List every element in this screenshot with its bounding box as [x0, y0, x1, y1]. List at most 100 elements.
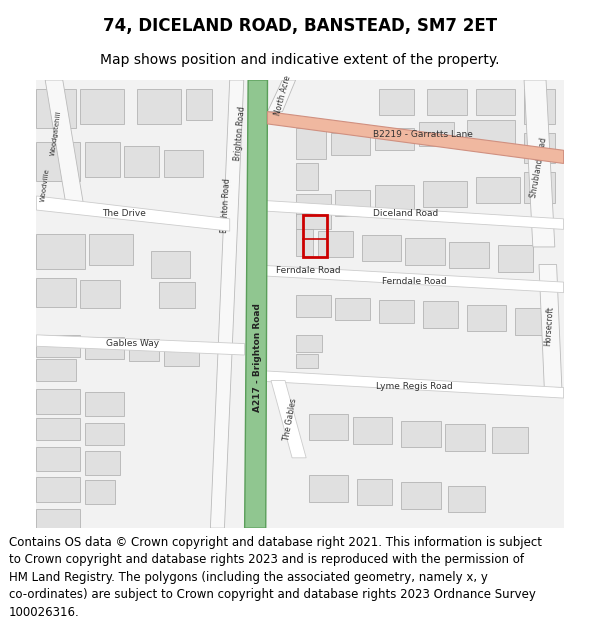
Polygon shape: [524, 89, 555, 124]
Polygon shape: [448, 486, 485, 512]
Polygon shape: [271, 381, 306, 458]
Polygon shape: [45, 80, 85, 212]
Polygon shape: [445, 424, 485, 451]
Polygon shape: [37, 278, 76, 307]
Text: Ferndale Road: Ferndale Road: [382, 277, 446, 286]
Polygon shape: [245, 80, 268, 528]
Polygon shape: [362, 234, 401, 261]
Text: Map shows position and indicative extent of the property.: Map shows position and indicative extent…: [100, 53, 500, 67]
Polygon shape: [37, 196, 230, 231]
Text: Woodville: Woodville: [40, 168, 50, 202]
Text: Contains OS data © Crown copyright and database right 2021. This information is : Contains OS data © Crown copyright and d…: [9, 536, 542, 619]
Polygon shape: [335, 190, 370, 216]
Polygon shape: [467, 305, 506, 331]
Text: North Acre: North Acre: [274, 75, 293, 117]
Polygon shape: [524, 80, 555, 247]
Polygon shape: [296, 295, 331, 318]
Polygon shape: [296, 128, 326, 159]
Polygon shape: [467, 119, 515, 146]
Polygon shape: [248, 199, 563, 229]
Polygon shape: [137, 89, 181, 124]
Polygon shape: [37, 335, 245, 355]
Text: 74, DICELAND ROAD, BANSTEAD, SM7 2ET: 74, DICELAND ROAD, BANSTEAD, SM7 2ET: [103, 17, 497, 34]
Polygon shape: [427, 89, 467, 115]
Polygon shape: [449, 242, 489, 268]
Text: Brighton Road: Brighton Road: [233, 106, 247, 161]
Polygon shape: [211, 80, 244, 528]
Text: Diceland Road: Diceland Road: [373, 209, 438, 218]
Text: Horsecroft: Horsecroft: [544, 306, 556, 346]
Text: B2219 - Garratts Lane: B2219 - Garratts Lane: [373, 130, 473, 139]
Polygon shape: [317, 231, 353, 258]
Text: The Drive: The Drive: [103, 209, 146, 218]
Text: Brighton Road: Brighton Road: [220, 178, 232, 233]
Polygon shape: [80, 281, 120, 309]
Polygon shape: [37, 359, 76, 381]
Polygon shape: [401, 482, 440, 509]
Polygon shape: [309, 414, 349, 440]
Polygon shape: [89, 234, 133, 264]
Polygon shape: [296, 335, 322, 352]
Polygon shape: [524, 132, 555, 164]
Polygon shape: [164, 150, 203, 177]
Polygon shape: [85, 392, 124, 416]
Polygon shape: [37, 477, 80, 502]
Polygon shape: [423, 181, 467, 208]
Polygon shape: [268, 80, 296, 112]
Polygon shape: [353, 418, 392, 444]
Polygon shape: [37, 335, 80, 357]
Polygon shape: [331, 132, 370, 154]
Text: A217 - Brighton Road: A217 - Brighton Road: [253, 303, 262, 412]
Polygon shape: [539, 264, 562, 388]
Polygon shape: [164, 344, 199, 366]
Polygon shape: [124, 146, 160, 177]
Text: Woodgatehill: Woodgatehill: [50, 110, 62, 156]
Polygon shape: [85, 422, 124, 444]
Polygon shape: [80, 89, 124, 124]
Polygon shape: [406, 238, 445, 264]
Polygon shape: [401, 421, 440, 447]
Bar: [302, 216, 327, 258]
Polygon shape: [515, 309, 555, 335]
Polygon shape: [37, 234, 85, 269]
Polygon shape: [37, 141, 80, 181]
Polygon shape: [296, 194, 331, 216]
Polygon shape: [374, 186, 414, 212]
Polygon shape: [186, 89, 212, 119]
Polygon shape: [160, 282, 194, 309]
Polygon shape: [37, 509, 80, 528]
Polygon shape: [309, 476, 349, 502]
Polygon shape: [248, 370, 563, 398]
Polygon shape: [374, 128, 414, 150]
Polygon shape: [335, 298, 370, 320]
Polygon shape: [296, 164, 317, 190]
Polygon shape: [151, 251, 190, 278]
Polygon shape: [419, 122, 454, 146]
Polygon shape: [296, 214, 331, 229]
Polygon shape: [37, 448, 80, 471]
Polygon shape: [524, 173, 555, 203]
Text: Shrubland Road: Shrubland Road: [529, 137, 549, 199]
Polygon shape: [498, 245, 533, 271]
Text: Lyme Regis Road: Lyme Regis Road: [376, 382, 452, 391]
Polygon shape: [85, 451, 120, 476]
Text: Gables Way: Gables Way: [106, 339, 160, 348]
Polygon shape: [37, 418, 80, 440]
Text: The Gables: The Gables: [282, 398, 298, 441]
Polygon shape: [357, 479, 392, 505]
Polygon shape: [128, 339, 160, 361]
Polygon shape: [476, 177, 520, 203]
Polygon shape: [37, 89, 76, 128]
Text: Ferndale Road: Ferndale Road: [277, 266, 341, 275]
Polygon shape: [379, 89, 414, 115]
Polygon shape: [476, 89, 515, 115]
Polygon shape: [248, 264, 563, 292]
Polygon shape: [491, 427, 529, 454]
Polygon shape: [85, 338, 124, 359]
Polygon shape: [37, 389, 80, 414]
Polygon shape: [85, 480, 115, 504]
Polygon shape: [85, 141, 120, 177]
Polygon shape: [379, 299, 414, 323]
Polygon shape: [296, 354, 317, 368]
Polygon shape: [296, 229, 313, 256]
